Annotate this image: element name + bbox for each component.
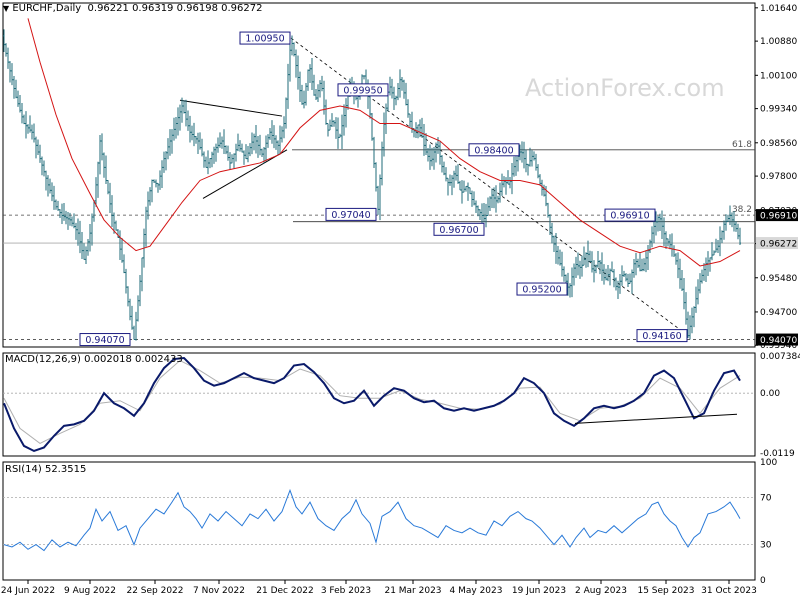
- price-level-label: 0.99950: [343, 85, 382, 96]
- price-axis-tag: [756, 209, 798, 222]
- date-axis-label: 9 Aug 2022: [64, 586, 116, 596]
- price-level-box: [239, 31, 291, 45]
- rsi-axis-label: 70: [760, 493, 772, 503]
- date-axis-label: 7 Nov 2022: [193, 586, 245, 596]
- price-axis-label: 1.00100: [760, 71, 797, 81]
- date-axis-label: 3 Feb 2023: [321, 586, 371, 596]
- macd-panel-frame: [2, 352, 756, 457]
- date-axis-label: 15 Sep 2023: [637, 586, 694, 596]
- price-axis-label: 0.93940: [760, 341, 797, 351]
- date-axis-label: 2 Aug 2023: [575, 586, 627, 596]
- price-axis-label: 0.94700: [760, 308, 797, 318]
- dashed-trendline: [290, 37, 689, 336]
- price-panel-frame: [2, 2, 756, 348]
- chart-header: ▼ EURCHF,Daily 0.96221 0.96319 0.96198 0…: [3, 3, 262, 14]
- symbol-label: EURCHF,Daily: [12, 3, 82, 14]
- rsi-axis-label: 30: [760, 541, 772, 551]
- price-axis-tag-label: 0.96910: [760, 212, 797, 222]
- price-axis-label: 1.01640: [760, 4, 797, 14]
- date-axis-label: 22 Sep 2022: [126, 586, 183, 596]
- date-axis-label: 24 Jun 2022: [1, 586, 55, 596]
- price-level-label: 0.97040: [331, 210, 370, 221]
- macd-axis-label: 0.007384: [760, 352, 800, 362]
- price-level-label: 1.00950: [245, 34, 284, 45]
- date-axis-label: 21 Dec 2022: [256, 586, 314, 596]
- date-axis-label: 19 Jun 2023: [512, 586, 566, 596]
- rsi-panel-frame: [2, 461, 756, 581]
- price-level-label: 0.94070: [85, 335, 124, 346]
- rsi-line: [3, 488, 741, 552]
- price-axis-label: 0.99340: [760, 105, 797, 115]
- price-level-box: [516, 282, 568, 296]
- price-axis-tag-label: 0.96272: [760, 240, 797, 250]
- price-level-label: 0.98400: [474, 145, 513, 156]
- fib-ratio-label: 38.2: [732, 205, 752, 215]
- price-level-label: 0.94160: [642, 331, 681, 342]
- date-axis-label: 4 May 2023: [450, 586, 503, 596]
- triangle-upper-line: [179, 99, 283, 117]
- fib-ratio-label: 61.8: [732, 140, 752, 150]
- price-level-box: [468, 143, 520, 157]
- date-axis-label: 31 Oct 2023: [701, 586, 757, 596]
- macd-axis-label: 0.00: [760, 389, 780, 399]
- price-level-label: 0.95200: [522, 285, 561, 296]
- rsi-axis-label: 100: [760, 458, 777, 468]
- price-level-box: [604, 208, 656, 222]
- date-axis-label: 21 Mar 2023: [384, 586, 441, 596]
- price-level-box: [337, 83, 389, 97]
- price-level-box: [433, 222, 485, 236]
- price-level-box: [636, 329, 688, 343]
- price-axis-label: 0.97800: [760, 172, 797, 182]
- price-axis-tag-label: 0.94070: [760, 336, 797, 346]
- moving-average-line: [27, 18, 741, 267]
- price-axis-label: 0.98560: [760, 139, 797, 149]
- price-level-box: [325, 207, 377, 221]
- price-axis-label: 0.95480: [760, 274, 797, 284]
- price-level-box: [79, 333, 131, 347]
- price-axis-tag: [756, 237, 798, 250]
- rsi-axis-label: 0: [760, 576, 766, 586]
- rsi-panel-label: RSI(14) 52.3515: [5, 464, 87, 475]
- dropdown-triangle-icon[interactable]: ▼: [3, 4, 10, 13]
- macd-panel-label: MACD(12,26,9) 0.002018 0.002433: [5, 354, 183, 365]
- macd-line: [3, 356, 741, 453]
- price-axis-label: 1.00880: [760, 37, 797, 47]
- macd-axis-label: -0.0119: [760, 449, 795, 459]
- price-level-label: 0.96910: [610, 211, 649, 222]
- price-level-label: 0.96700: [439, 225, 478, 236]
- triangle-lower-line: [202, 149, 288, 199]
- price-axis-tag: [756, 333, 798, 346]
- ohlc-values: 0.96221 0.96319 0.96198 0.96272: [87, 3, 263, 14]
- macd-trendline: [574, 413, 738, 424]
- watermark: ActionForex.com: [525, 74, 725, 102]
